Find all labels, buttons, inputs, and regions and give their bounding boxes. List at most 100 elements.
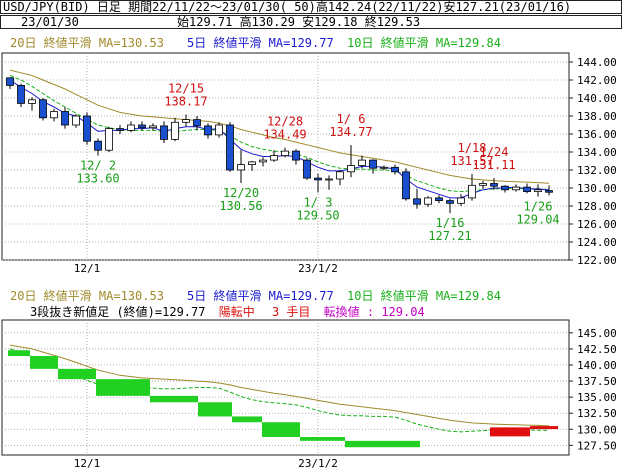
legend-ma5: 5日 終値平滑 MA=129.77 [187, 35, 334, 50]
candle-body [94, 140, 102, 151]
candle-body [468, 184, 476, 199]
candle-body [226, 124, 234, 171]
header-title: USD/JPY(BID) 日足 期間22/11/22～23/01/30( 50)… [3, 0, 572, 14]
candle-body [17, 85, 25, 104]
legend-ma10: 10日 終値平滑 MA=129.84 [347, 35, 501, 50]
candle-body [303, 159, 311, 179]
new-price-bar-chart: 145.00 142.50 140.00 137.50 135.00 132.50 130.… [1, 319, 617, 470]
kagi-status: 3段抜き新値足 (終値)=129.77 陽転中 3 手目 転換値 : 129.0… [30, 304, 425, 319]
candle-body [523, 186, 531, 193]
high-annotation-date: 12/28 [267, 115, 303, 129]
candle-body [402, 171, 410, 200]
candle-body [215, 124, 223, 136]
candle-body [358, 159, 366, 166]
candle-body [72, 115, 80, 126]
candle-body [479, 183, 487, 186]
down-price-bar [150, 395, 198, 403]
candle-body [50, 111, 58, 119]
candle-body [127, 124, 135, 131]
low-annotation-date: 1/26 [524, 200, 553, 214]
candle-body [28, 99, 36, 104]
low-annotation-date: 12/20 [223, 186, 259, 200]
upper-legend: 20日 終値平滑 MA=130.53 5日 終値平滑 MA=129.77 10日… [10, 35, 501, 50]
candlestick-chart: 144.00 142.00 140.00 138.00 136.00 134.00 132.… [1, 52, 617, 275]
candle-body [83, 115, 91, 142]
y-tick-label: 134.00 [577, 146, 617, 159]
legend-ma20: 20日 終値平滑 MA=130.53 [10, 35, 164, 50]
candle-body [325, 178, 333, 181]
y-tick-label: 137.50 [577, 375, 617, 388]
y-tick-label: 135.00 [577, 391, 617, 404]
low-annotation-value: 129.50 [296, 209, 339, 223]
y-tick-label: 124.00 [577, 236, 617, 249]
high-annotation-date: 1/24 [480, 145, 509, 159]
candle-body [534, 189, 542, 193]
plot-frame [1, 52, 570, 261]
down-price-bar [262, 422, 300, 437]
candle-body [281, 150, 289, 157]
x-tick-label: 12/1 [74, 457, 101, 470]
y-tick-label: 144.00 [577, 56, 617, 69]
chart-header-line1: USD/JPY(BID) 日足 期間22/11/22～23/01/30( 50)… [0, 0, 622, 14]
candle-body [259, 159, 267, 163]
candle-body [347, 165, 355, 173]
low-annotation-date: 12/ 2 [80, 159, 116, 173]
y-tick-label: 142.50 [577, 343, 617, 356]
candle-body [237, 164, 245, 171]
lower-legend-ma20: 20日 終値平滑 MA=130.53 [10, 288, 164, 303]
down-price-bar [345, 440, 420, 448]
x-tick-label: 12/1 [74, 262, 101, 275]
up-price-bar [530, 426, 558, 430]
candle-body [61, 111, 69, 126]
chart-header-line2: 23/01/30 始129.71 高130.29 安129.18 終129.53 [0, 15, 622, 29]
ma-line [9, 344, 550, 427]
low-annotation-value: 133.60 [76, 172, 119, 186]
y-tick-label: 128.00 [577, 200, 617, 213]
down-price-bar [96, 379, 150, 396]
candle-body [336, 171, 344, 180]
high-annotation-value: 131.11 [472, 158, 515, 172]
high-annotation-value: 131.57 [450, 154, 493, 168]
high-annotation-value: 138.17 [164, 94, 207, 108]
ma-line [9, 348, 549, 433]
high-annotation-date: 12/15 [168, 81, 204, 95]
ma-line [9, 75, 549, 193]
candle-body [182, 119, 190, 123]
high-annotation-date: 1/18 [458, 141, 487, 155]
candle-body [413, 198, 421, 205]
x-tick-label: 23/1/2 [298, 262, 338, 275]
candle-body [314, 177, 322, 181]
down-price-bar [30, 356, 58, 369]
header-date: 23/01/30 [21, 15, 79, 29]
candle-body [435, 197, 443, 201]
y-tick-label: 142.00 [577, 74, 617, 87]
down-price-bar [300, 437, 345, 441]
y-tick-label: 122.00 [577, 254, 617, 267]
candle-body [292, 150, 300, 161]
ma-line [9, 69, 550, 184]
candle-body [512, 186, 520, 191]
lower-legend-ma10: 10日 終値平滑 MA=129.84 [347, 288, 501, 303]
candle-body [424, 197, 432, 205]
candle-body [446, 200, 454, 204]
y-tick-label: 127.50 [577, 439, 617, 452]
candle-body [457, 197, 465, 204]
low-annotation-date: 1/ 3 [304, 196, 333, 210]
y-tick-label: 145.00 [577, 327, 617, 340]
y-tick-label: 126.00 [577, 218, 617, 231]
y-tick-label: 140.00 [577, 92, 617, 105]
lower-legend-ma5: 5日 終値平滑 MA=129.77 [187, 288, 334, 303]
high-annotation-value: 134.49 [263, 128, 306, 142]
candle-body [6, 77, 14, 86]
high-annotation-date: 1/ 6 [337, 112, 366, 126]
candle-body [105, 128, 113, 151]
header-ohlc: 始129.71 高130.29 安129.18 終129.53 [177, 15, 421, 29]
low-annotation-value: 130.56 [219, 199, 262, 213]
candle-body [270, 155, 278, 161]
low-annotation-value: 129.04 [516, 213, 559, 227]
lower-legend: 20日 終値平滑 MA=130.53 5日 終値平滑 MA=129.77 10日… [10, 288, 501, 319]
y-tick-label: 132.00 [577, 164, 617, 177]
candle-body [380, 166, 388, 169]
up-price-bar [490, 427, 530, 437]
